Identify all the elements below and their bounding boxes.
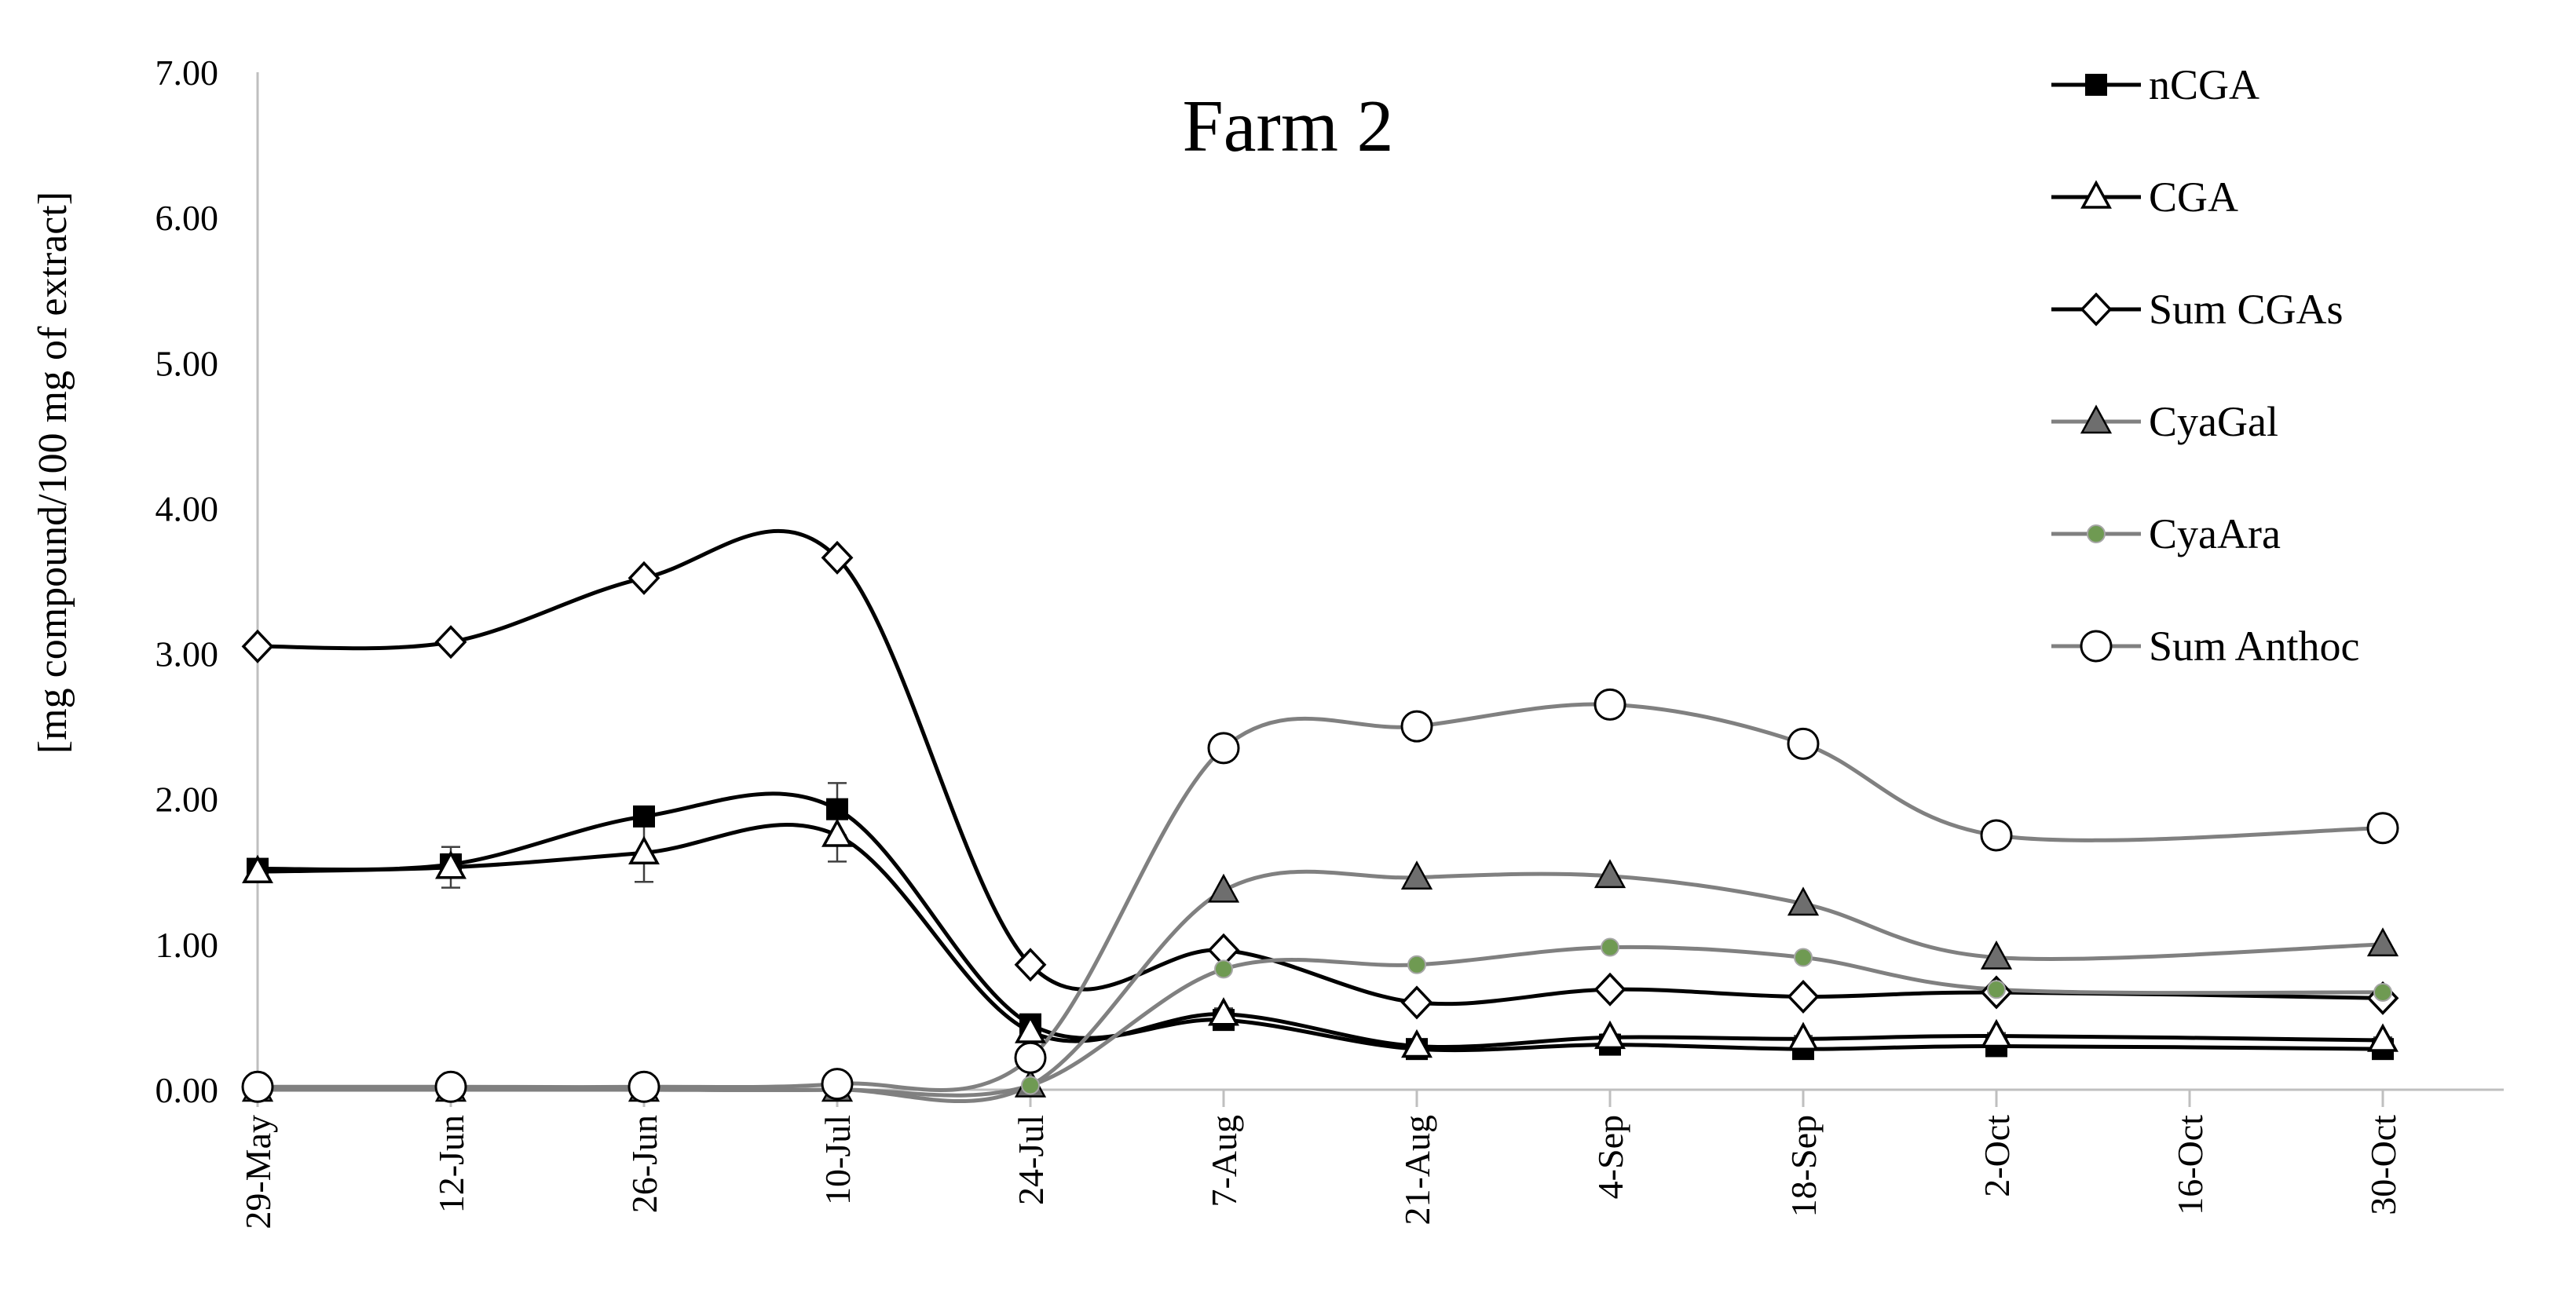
cyaara-point bbox=[1407, 955, 1426, 974]
sum-cgas-point bbox=[821, 540, 854, 575]
y-axis-label: [mg compound/100 mg of extract] bbox=[31, 192, 75, 754]
sum-anthoc-point bbox=[1400, 710, 1433, 743]
legend-label: CyaGal bbox=[2149, 398, 2278, 445]
cga-point bbox=[1594, 1020, 1626, 1050]
cga-point bbox=[435, 850, 467, 879]
cyaara-point bbox=[2373, 982, 2392, 1002]
y-tick-labels: 0.00 1.00 2.00 3.00 4.00 5.00 6.00 7.00 bbox=[156, 53, 219, 1110]
sum-anthoc-point bbox=[821, 1068, 854, 1101]
cyaara-point bbox=[1021, 1076, 1040, 1095]
sum-cgas-point bbox=[434, 625, 467, 659]
ncga-point bbox=[826, 798, 848, 820]
y-tick-label: 5.00 bbox=[156, 343, 219, 383]
legend-item-cga: CGA bbox=[2051, 174, 2238, 221]
legend-swatch-marker bbox=[2080, 404, 2113, 434]
legend-label: CGA bbox=[2149, 174, 2238, 221]
x-tick-label: 7-Aug bbox=[1204, 1115, 1244, 1207]
cga-point bbox=[628, 835, 660, 864]
cyagal-point bbox=[1594, 859, 1626, 889]
sum-cgas-point bbox=[241, 629, 274, 663]
axes bbox=[256, 72, 2504, 1107]
sum-anthoc-line bbox=[258, 702, 2384, 1092]
series-lines bbox=[257, 529, 2384, 1104]
cyaara-line bbox=[257, 944, 2384, 1098]
cga-point bbox=[2367, 1023, 2399, 1052]
sum-anthoc-point bbox=[1014, 1041, 1047, 1074]
chart-title: Farm 2 bbox=[1183, 86, 1394, 167]
sum-anthoc-point bbox=[2366, 812, 2399, 845]
cga-line bbox=[257, 823, 2384, 1049]
x-tick-label: 4-Sep bbox=[1590, 1115, 1630, 1199]
cga-point bbox=[1981, 1018, 2012, 1048]
legend: nCGA CGA Sum CGAs CyaGal CyaAra Sum Anthoc bbox=[2051, 61, 2360, 670]
x-tick-label: 26-Jun bbox=[624, 1115, 664, 1213]
legend-label: CyaAra bbox=[2149, 510, 2281, 557]
sum-anthoc-point bbox=[1594, 688, 1626, 721]
sum-cgas-line bbox=[257, 529, 2384, 1007]
cyagal-point bbox=[1207, 873, 1240, 903]
y-tick-label: 2.00 bbox=[156, 780, 219, 820]
legend-swatch-marker bbox=[2080, 630, 2113, 663]
legend-label: Sum CGAs bbox=[2149, 286, 2344, 333]
sum-anthoc-point bbox=[628, 1070, 660, 1103]
legend-label: nCGA bbox=[2149, 61, 2259, 108]
sum-cgas-point bbox=[1594, 972, 1626, 1007]
y-tick-label: 1.00 bbox=[156, 925, 219, 965]
cyaara-point bbox=[1794, 948, 1813, 967]
cyagal-point bbox=[1980, 940, 2013, 970]
cga-point bbox=[1787, 1021, 1819, 1050]
cyaara-point bbox=[1601, 937, 1619, 957]
legend-label: Sum Anthoc bbox=[2149, 623, 2360, 670]
x-tick-label: 29-May bbox=[238, 1115, 278, 1229]
legend-swatch-marker bbox=[2087, 524, 2106, 543]
cyagal-line bbox=[257, 869, 2384, 1104]
sum-cgas-point bbox=[1400, 985, 1433, 1020]
cga-point bbox=[242, 854, 273, 884]
cga-point bbox=[1401, 1028, 1433, 1058]
series-markers bbox=[241, 540, 2399, 1103]
y-tick-label: 3.00 bbox=[156, 634, 219, 674]
ncga-point bbox=[633, 805, 655, 828]
x-tick-labels: 29-May 12-Jun 26-Jun 10-Jul 24-Jul 7-Aug 21-Au… bbox=[238, 1115, 2403, 1229]
error-bars bbox=[248, 782, 2392, 1054]
cga-point bbox=[1208, 997, 1239, 1026]
legend-item-ncga: nCGA bbox=[2051, 61, 2259, 108]
x-tick-label: 21-Aug bbox=[1397, 1115, 1437, 1226]
x-tick-label: 12-Jun bbox=[431, 1115, 471, 1213]
cyagal-point bbox=[2366, 927, 2399, 957]
cyagal-point bbox=[1400, 860, 1433, 890]
sum-cgas-point bbox=[1787, 979, 1820, 1014]
x-tick-label: 24-Jul bbox=[1011, 1115, 1051, 1205]
cyagal-point bbox=[1787, 886, 1820, 916]
x-tick-label: 16-Oct bbox=[2170, 1115, 2210, 1215]
sum-anthoc-point bbox=[1980, 819, 2013, 852]
legend-item-sum-anthoc: Sum Anthoc bbox=[2051, 623, 2360, 670]
legend-swatch-marker bbox=[2080, 180, 2112, 209]
legend-swatch-marker bbox=[2080, 292, 2113, 327]
x-tick-label: 2-Oct bbox=[1977, 1115, 2017, 1197]
sum-anthoc-point bbox=[241, 1070, 274, 1103]
sum-cgas-point bbox=[628, 561, 660, 595]
sum-cgas-point bbox=[1014, 948, 1047, 982]
legend-item-sum-cgas: Sum CGAs bbox=[2051, 286, 2344, 333]
cga-point bbox=[821, 818, 853, 847]
y-tick-label: 6.00 bbox=[156, 198, 219, 238]
cyaara-point bbox=[1214, 959, 1233, 979]
legend-swatch-marker bbox=[2085, 74, 2107, 96]
x-tick-label: 18-Sep bbox=[1784, 1115, 1824, 1217]
sum-anthoc-point bbox=[1787, 727, 1820, 760]
y-tick-label: 0.00 bbox=[156, 1070, 219, 1110]
legend-item-cyaara: CyaAra bbox=[2051, 510, 2281, 557]
y-tick-label: 4.00 bbox=[156, 488, 219, 528]
cyaara-point bbox=[1987, 980, 2006, 999]
sum-anthoc-point bbox=[1207, 732, 1240, 765]
ncga-line bbox=[257, 791, 2384, 1053]
x-tick-label: 10-Jul bbox=[818, 1115, 858, 1205]
legend-item-cyagal: CyaGal bbox=[2051, 398, 2278, 445]
y-tick-label: 7.00 bbox=[156, 53, 219, 93]
sum-anthoc-point bbox=[434, 1070, 467, 1103]
x-tick-label: 30-Oct bbox=[2363, 1115, 2403, 1215]
